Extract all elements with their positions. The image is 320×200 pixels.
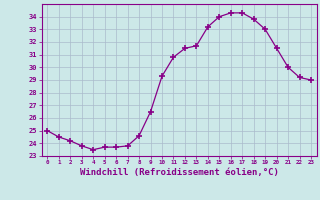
X-axis label: Windchill (Refroidissement éolien,°C): Windchill (Refroidissement éolien,°C): [80, 168, 279, 177]
